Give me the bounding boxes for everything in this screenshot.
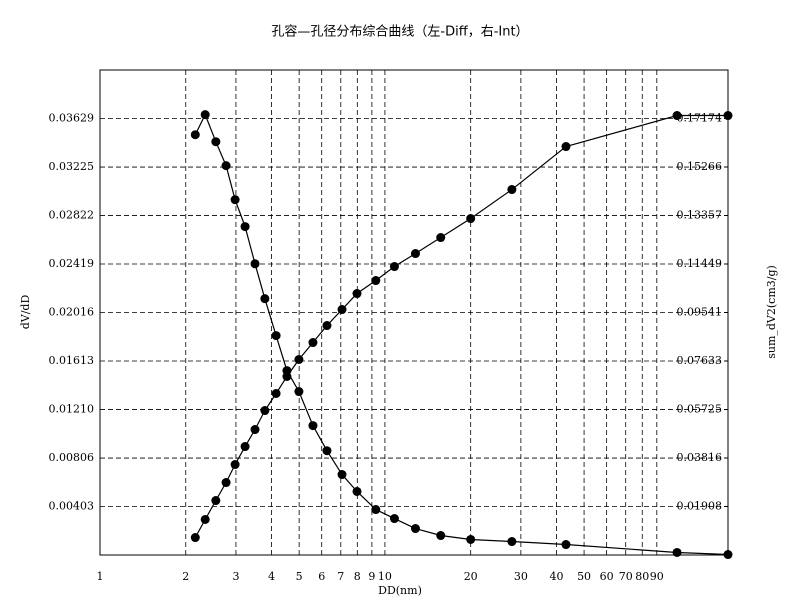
x-tick-label: 7: [337, 570, 344, 583]
y2-tick-label: 0.13357: [677, 209, 723, 222]
y-tick-label: 0.02822: [49, 209, 95, 222]
data-point: [282, 371, 292, 381]
data-point: [190, 130, 200, 140]
data-point: [250, 259, 260, 269]
y2-tick-label: 0.07633: [677, 354, 723, 367]
data-point: [389, 262, 399, 272]
data-point: [294, 387, 304, 397]
data-point: [230, 460, 240, 470]
x-tick-label: 60: [600, 570, 614, 583]
data-point: [240, 222, 250, 232]
data-point: [389, 514, 399, 524]
data-point: [221, 478, 231, 488]
data-point: [230, 195, 240, 205]
x-axis-label: DD(nm): [378, 584, 422, 597]
plot-frame: [99, 69, 729, 556]
data-point: [240, 442, 250, 452]
y-tick-label: 0.01210: [49, 402, 95, 415]
data-point: [308, 338, 318, 348]
x-tick-label: 9: [368, 570, 375, 583]
x-tick-label: 1: [97, 570, 104, 583]
data-point: [271, 389, 281, 399]
data-point: [561, 142, 571, 152]
data-point: [190, 533, 200, 543]
y2-tick-label: 0.05725: [677, 402, 723, 415]
y2-tick-label: 0.11449: [677, 257, 723, 270]
x-tick-label: 5: [296, 570, 303, 583]
series-line: [194, 113, 729, 556]
data-point: [308, 421, 318, 431]
x-tick-label: 80: [635, 570, 649, 583]
x-tick-label: 6: [318, 570, 325, 583]
data-point: [371, 276, 381, 286]
y-tick-label: 0.02419: [49, 257, 95, 270]
y-axis-label: dV/dD: [19, 295, 32, 330]
data-point: [672, 111, 682, 121]
x-tick-label: 10: [378, 570, 392, 583]
x-tick-label: 20: [464, 570, 478, 583]
data-point: [337, 305, 347, 315]
data-point: [672, 547, 682, 557]
y2-tick-label: 0.03816: [677, 451, 723, 464]
data-point: [352, 486, 362, 496]
data-point: [352, 289, 362, 299]
data-point: [466, 534, 476, 544]
y2-tick-label: 0.09541: [677, 306, 723, 319]
data-point: [200, 110, 210, 120]
data-point: [221, 161, 231, 171]
data-point: [294, 354, 304, 364]
data-point: [723, 111, 733, 121]
x-tick-label: 2: [182, 570, 189, 583]
y-tick-label: 0.00806: [49, 451, 95, 464]
y-tick-label: 0.03629: [49, 111, 95, 124]
y-tick-label: 0.02016: [49, 306, 95, 319]
data-point: [723, 550, 733, 560]
data-point: [200, 514, 210, 524]
y2-tick-label: 0.17174: [677, 111, 723, 124]
data-point: [410, 249, 420, 259]
data-point: [322, 321, 332, 331]
data-point: [271, 331, 281, 341]
x-tick-label: 30: [514, 570, 528, 583]
data-point: [211, 137, 221, 147]
y-tick-label: 0.01613: [49, 354, 95, 367]
data-point: [371, 505, 381, 515]
data-point: [507, 537, 517, 547]
y2-tick-label: 0.01908: [677, 500, 723, 513]
data-point: [436, 531, 446, 541]
chart-title: 孔容—孔径分布综合曲线（左-Diff，右-Int）: [271, 24, 528, 40]
data-point: [337, 470, 347, 480]
x-tick-label: 90: [650, 570, 664, 583]
x-tick-label: 40: [549, 570, 563, 583]
data-point: [466, 214, 476, 224]
y2-axis-label: sum_dV2(cm3/g): [765, 265, 778, 359]
data-point: [250, 425, 260, 435]
data-point: [507, 185, 517, 195]
x-tick-label: 70: [619, 570, 633, 583]
data-point: [260, 294, 270, 304]
x-tick-label: 3: [232, 570, 239, 583]
y2-tick-label: 0.15266: [677, 160, 723, 173]
y-tick-label: 0.03225: [49, 160, 95, 173]
x-tick-label: 50: [577, 570, 591, 583]
data-point: [211, 496, 221, 506]
data-point: [436, 233, 446, 243]
data-point: [410, 524, 420, 534]
data-point: [260, 406, 270, 416]
x-tick-label: 4: [268, 570, 275, 583]
x-tick-label: 8: [354, 570, 361, 583]
y-tick-label: 0.00403: [49, 500, 95, 513]
data-point: [322, 446, 332, 456]
data-point: [561, 540, 571, 550]
